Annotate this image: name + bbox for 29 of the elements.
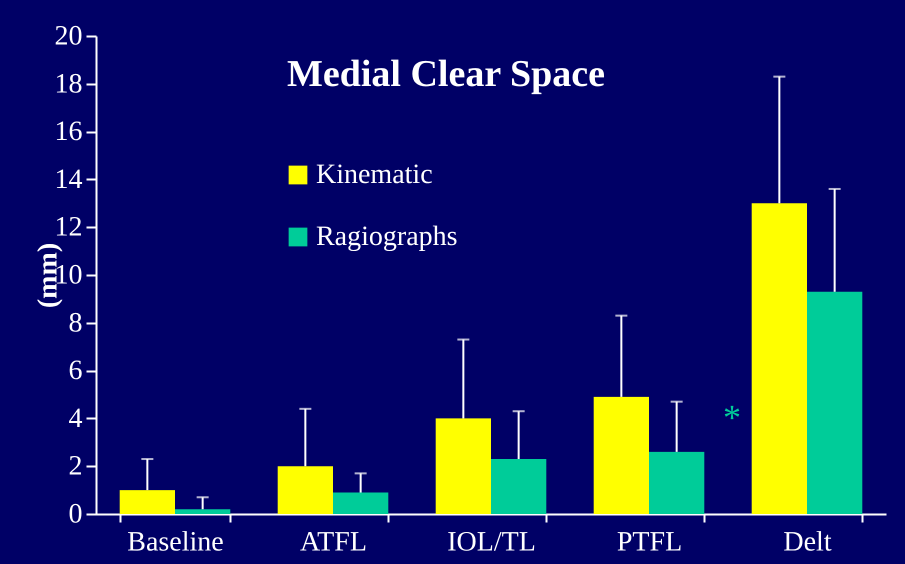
y-tick-label: 20	[54, 20, 82, 52]
legend-label: Ragiographs	[316, 221, 458, 252]
y-tick-label: 14	[54, 164, 82, 195]
bar	[278, 466, 333, 514]
bar	[436, 418, 491, 514]
x-tick-label: Delt	[783, 526, 832, 558]
y-tick-label: 12	[54, 212, 82, 243]
x-tick-label: PTFL	[616, 526, 682, 558]
y-tick-label: 4	[68, 402, 82, 434]
y-tick-label: 2	[68, 450, 82, 482]
x-tick-label: Baseline	[127, 526, 224, 558]
y-tick-label: 8	[68, 307, 82, 338]
bar	[491, 459, 546, 514]
y-tick-label: 6	[68, 355, 82, 386]
y-tick-label: 18	[54, 68, 82, 100]
y-tick-label: 16	[54, 116, 82, 148]
bar	[175, 509, 230, 514]
chart-title: Medial Clear Space	[286, 53, 606, 95]
y-tick-label: 0	[68, 498, 82, 530]
annotation: *	[723, 397, 741, 438]
bar	[594, 396, 649, 514]
bar	[120, 490, 175, 514]
bar	[807, 292, 862, 514]
bar	[333, 492, 388, 514]
x-tick-label: IOL/TL	[447, 526, 536, 558]
x-tick-label: ATFL	[300, 526, 367, 558]
bar	[649, 452, 704, 514]
legend-label: Kinematic	[316, 159, 433, 190]
bar	[752, 203, 807, 514]
